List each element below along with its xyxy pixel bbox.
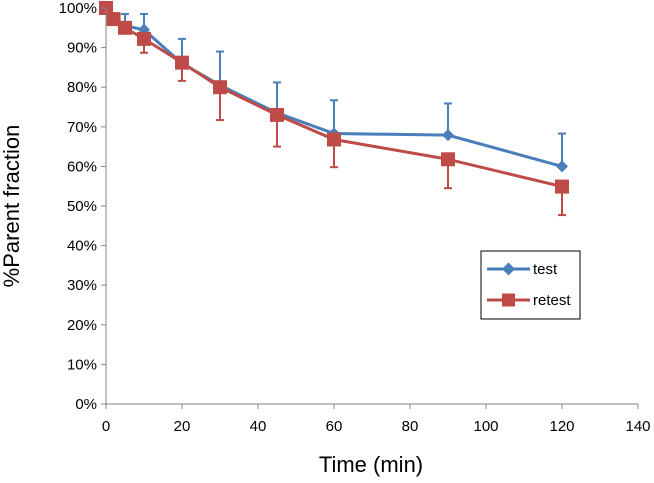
series-retest-point bbox=[441, 152, 455, 167]
series-retest-point bbox=[327, 132, 341, 147]
series-retest-point bbox=[213, 80, 227, 95]
legend-label-retest: retest bbox=[533, 292, 571, 309]
x-tick-label: 60 bbox=[326, 418, 343, 435]
y-axis-title: %Parent fraction bbox=[0, 125, 24, 288]
x-tick-label: 120 bbox=[549, 418, 574, 435]
legend-label-test: test bbox=[533, 261, 558, 278]
y-tick-label: 40% bbox=[67, 238, 97, 255]
x-tick-label: 20 bbox=[174, 418, 191, 435]
x-tick-label: 40 bbox=[250, 418, 267, 435]
x-tick-label: 0 bbox=[102, 418, 110, 435]
y-tick-label: 30% bbox=[67, 277, 97, 294]
x-axis-title: Time (min) bbox=[319, 452, 423, 477]
y-tick-label: 60% bbox=[67, 158, 97, 175]
plot-area bbox=[99, 1, 569, 217]
y-tick-label: 50% bbox=[67, 198, 97, 215]
y-tick-label: 0% bbox=[75, 396, 97, 413]
series-test-point bbox=[556, 160, 568, 173]
series-test-point bbox=[442, 129, 454, 142]
legend: test retest bbox=[480, 250, 581, 320]
series-retest-point bbox=[118, 20, 132, 35]
series-retest-point bbox=[106, 12, 121, 27]
legend-marker-test bbox=[502, 262, 515, 276]
y-tick-label: 10% bbox=[67, 356, 97, 373]
y-tick-label: 20% bbox=[67, 317, 97, 334]
series-retest-point bbox=[175, 55, 189, 70]
series-retest-point bbox=[137, 31, 151, 46]
y-tick-label: 80% bbox=[67, 79, 97, 96]
x-tick-label: 140 bbox=[625, 418, 650, 435]
axes: 0% 10% 20% 30% 40% 50% 60% 70% 80% 90% 100% 0 20 40 60… bbox=[59, 0, 651, 435]
legend-box bbox=[480, 250, 581, 320]
x-tick-label: 80 bbox=[402, 418, 419, 435]
y-tick-label: 100% bbox=[59, 0, 97, 17]
y-tick-label: 70% bbox=[67, 119, 97, 136]
series-retest-point bbox=[555, 179, 569, 194]
legend-marker-retest bbox=[502, 293, 515, 307]
x-tick-label: 100 bbox=[473, 418, 498, 435]
series-retest-point bbox=[270, 107, 284, 122]
y-tick-label: 90% bbox=[67, 40, 97, 57]
